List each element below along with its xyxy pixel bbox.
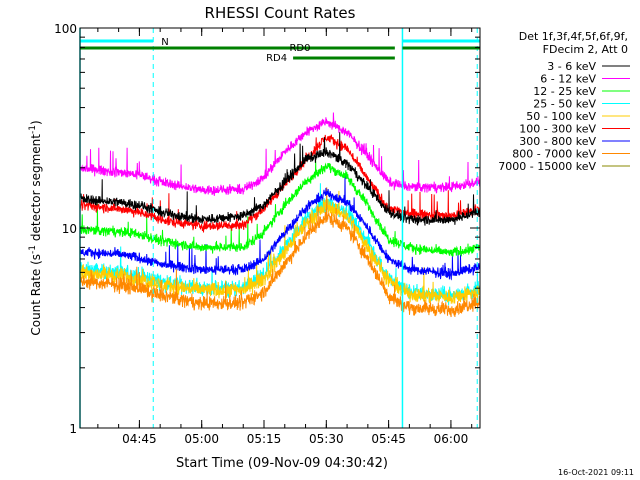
rd0-flag-label: RD0	[289, 43, 310, 54]
x-tick-label-0: 04:45	[122, 432, 157, 446]
y-axis-label-mid: detector segment	[29, 134, 43, 245]
series-line-3	[79, 183, 481, 306]
chart-title: RHESSI Count Rates	[205, 4, 356, 22]
legend-label-3: 25 - 50 keV	[533, 98, 596, 111]
y-axis-label: Count Rate (s-1 detector segment-1)	[28, 120, 43, 335]
legend-label-8: 7000 - 15000 keV	[498, 160, 596, 173]
x-axis-label: Start Time (09-Nov-09 04:30:42)	[176, 456, 388, 471]
y-tick-label-0: 1	[69, 422, 77, 436]
series-line-7	[79, 187, 481, 318]
axes-layer: 04:45 05:00 05:15 05:30 05:45 06:00 1 10 100	[54, 22, 480, 446]
legend-label-6: 300 - 800 keV	[519, 135, 596, 148]
legend: Det 1f,3f,4f,5f,6f,9f, FDecim 2, Att 0 3…	[498, 30, 630, 173]
legend-label-2: 12 - 25 keV	[533, 85, 596, 98]
legend-label-5: 100 - 300 keV	[519, 123, 596, 136]
y-axis-label-sup2: -1	[28, 125, 38, 134]
legend-label-1: 6 - 12 keV	[540, 73, 596, 86]
series-line-5	[79, 134, 481, 233]
legend-header-line1: Det 1f,3f,4f,5f,6f,9f,	[519, 30, 628, 43]
series-line-1	[79, 112, 481, 196]
x-tick-label-4: 05:45	[371, 432, 406, 446]
rd4-flag-label: RD4	[266, 53, 287, 64]
x-tick-label-1: 05:00	[184, 432, 219, 446]
data-layer	[79, 112, 481, 318]
x-tick-label-2: 05:15	[247, 432, 282, 446]
attenuator-flag-label: N	[161, 37, 168, 48]
y-tick-label-1: 10	[62, 222, 77, 236]
y-axis-label-end: )	[29, 120, 43, 125]
y-tick-label-2: 100	[54, 22, 77, 36]
series-line-2	[79, 160, 481, 257]
series-line-4	[79, 190, 481, 304]
series-line-0	[79, 132, 481, 226]
legend-label-0: 3 - 6 keV	[547, 60, 596, 73]
x-tick-label-3: 05:30	[309, 432, 344, 446]
legend-label-4: 50 - 100 keV	[526, 110, 596, 123]
timestamp: 16-Oct-2021 09:11	[558, 468, 634, 477]
y-axis-label-main: Count Rate (s	[29, 254, 43, 336]
series-line-6	[79, 175, 481, 281]
legend-label-7: 800 - 7000 keV	[512, 148, 596, 161]
x-tick-label-5: 06:00	[434, 432, 469, 446]
plot-frame	[79, 27, 481, 429]
legend-header-line2: FDecim 2, Att 0	[543, 43, 628, 56]
y-axis-label-sup1: -1	[28, 245, 38, 254]
